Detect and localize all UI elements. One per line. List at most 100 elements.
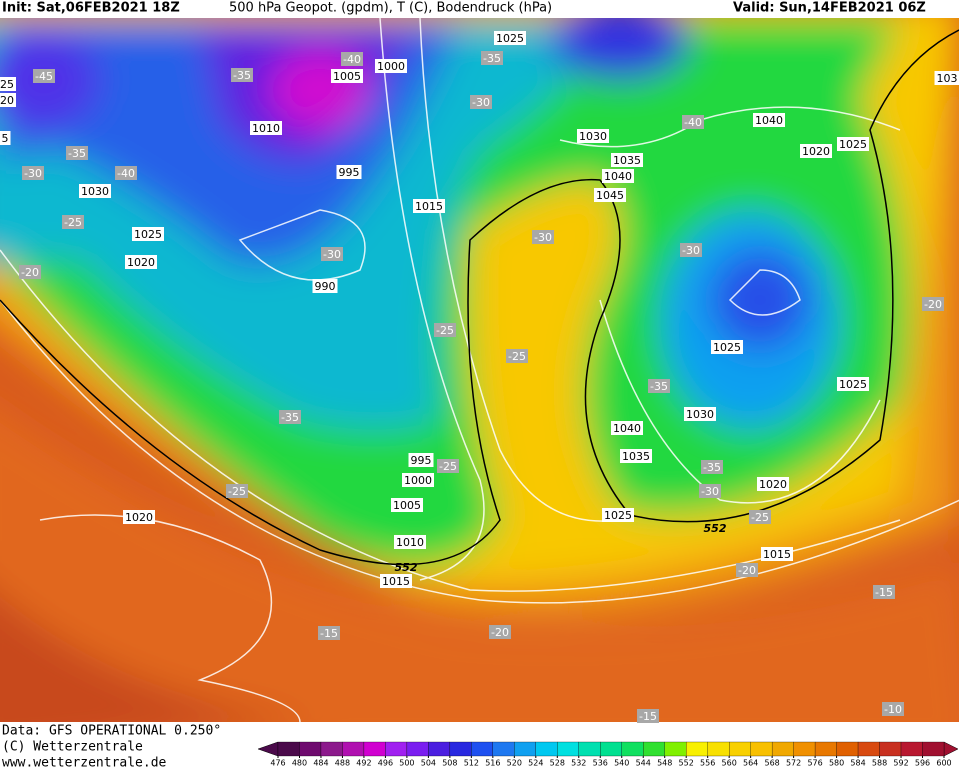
pressure-label-text: 1040 [755,114,783,127]
temperature-label: -35 [279,410,301,424]
height-label: 552 [395,561,418,574]
colorbar-swatch [600,742,621,756]
pressure-label: 1005 [391,498,423,512]
temperature-label: -25 [434,323,456,337]
temperature-label: -10 [882,702,904,716]
temperature-label-text: -35 [483,52,501,65]
colorbar-swatch [342,742,363,756]
header-init: Init: Sat,06FEB2021 18Z [2,1,180,16]
pressure-label: 995 [337,165,362,179]
colorbar-swatch [622,742,643,756]
temperature-label-text: -35 [650,380,668,393]
temperature-label-text: -20 [738,564,756,577]
pressure-label-text: 103 [937,72,958,85]
pressure-label-text: 1025 [839,138,867,151]
temperature-label: -25 [437,459,459,473]
temperature-label: -30 [22,166,44,180]
colorbar-tick-label: 492 [356,759,371,768]
colorbar-tick-label: 488 [335,759,350,768]
colorbar-swatch [428,742,449,756]
pressure-label-text: 1030 [81,185,109,198]
temperature-label-text: -25 [228,485,246,498]
temperature-label: -15 [318,626,340,640]
colorbar-tick-label: 524 [528,759,543,768]
colorbar-swatch [450,742,471,756]
colorbar-swatch [880,742,901,756]
colorbar-swatch [794,742,815,756]
pressure-label-text: 1025 [496,32,524,45]
colorbar-tick-label: 560 [722,759,737,768]
pressure-label: 1025 [132,227,164,241]
temperature-label-text: -45 [35,70,53,83]
footer-url: www.wetterzentrale.de [2,756,167,771]
footer-data: Data: GFS OPERATIONAL 0.250° [2,724,221,739]
pressure-label-text: 1020 [125,511,153,524]
pressure-label: 1015 [413,199,445,213]
pressure-label-text: 1040 [604,170,632,183]
pressure-label: 25 [0,77,16,91]
pressure-label: 103 [935,71,959,85]
pressure-label: 1020 [800,144,832,158]
temperature-label-text: -25 [436,324,454,337]
pressure-label-text: 1005 [393,499,421,512]
temperature-label-text: -30 [534,231,552,244]
temperature-label-text: -35 [703,461,721,474]
pressure-label-text: 5 [2,132,9,145]
pressure-label: 995 [409,453,434,467]
pressure-label: 1015 [380,574,412,588]
colorbar-tick-label: 572 [786,759,801,768]
temperature-label-text: -30 [701,485,719,498]
colorbar-swatch [708,742,729,756]
colorbar-tick-label: 532 [571,759,586,768]
header-valid: Valid: Sun,14FEB2021 06Z [733,1,926,16]
pressure-label: 1030 [79,184,111,198]
colorbar-swatch [837,742,858,756]
temperature-label-text: -20 [21,266,39,279]
colorbar-tick-label: 576 [807,759,822,768]
colorbar-tick-label: 508 [442,759,457,768]
colorbar-swatch [407,742,428,756]
temperature-label: -35 [701,460,723,474]
pressure-label-text: 1030 [579,130,607,143]
colorbar-swatch [665,742,686,756]
temperature-label-text: -30 [323,248,341,261]
temperature-label-text: -35 [68,147,86,160]
pressure-label: 1030 [684,407,716,421]
pressure-label-text: 20 [0,94,14,107]
colorbar-swatch [643,742,664,756]
temperature-label-text: -25 [508,350,526,363]
colorbar-swatch [471,742,492,756]
colorbar-tick-label: 496 [378,759,393,768]
colorbar-swatch [815,742,836,756]
temperature-label: -15 [873,585,895,599]
pressure-label: 1015 [761,547,793,561]
pressure-label: 1030 [577,129,609,143]
colorbar-swatch [858,742,879,756]
colorbar-tick-label: 540 [614,759,629,768]
colorbar-tick-label: 552 [679,759,694,768]
pressure-label: 1025 [837,137,869,151]
colorbar-tick-label: 580 [829,759,844,768]
pressure-label: 1040 [602,169,634,183]
temperature-label: -25 [506,349,528,363]
pressure-label: 1010 [394,535,426,549]
colorbar-tick-label: 600 [936,759,951,768]
temperature-label: -15 [637,709,659,723]
temperature-label: -30 [532,230,554,244]
temperature-label-text: -40 [684,116,702,129]
temperature-label: -40 [341,52,363,66]
temperature-label-text: -25 [439,460,457,473]
pressure-label-text: 1045 [596,189,624,202]
colorbar-swatch [493,742,514,756]
pressure-label-text: 1025 [604,509,632,522]
temperature-label: -30 [680,243,702,257]
temperature-label: -45 [33,69,55,83]
pressure-label: 20 [0,93,16,107]
pressure-label: 1045 [594,188,626,202]
pressure-label-text: 1000 [404,474,432,487]
colorbar-swatch [299,742,320,756]
colorbar-tick-label: 500 [399,759,414,768]
temperature-label-text: -15 [320,627,338,640]
colorbar-tick-label: 588 [872,759,887,768]
colorbar-end [258,742,278,756]
